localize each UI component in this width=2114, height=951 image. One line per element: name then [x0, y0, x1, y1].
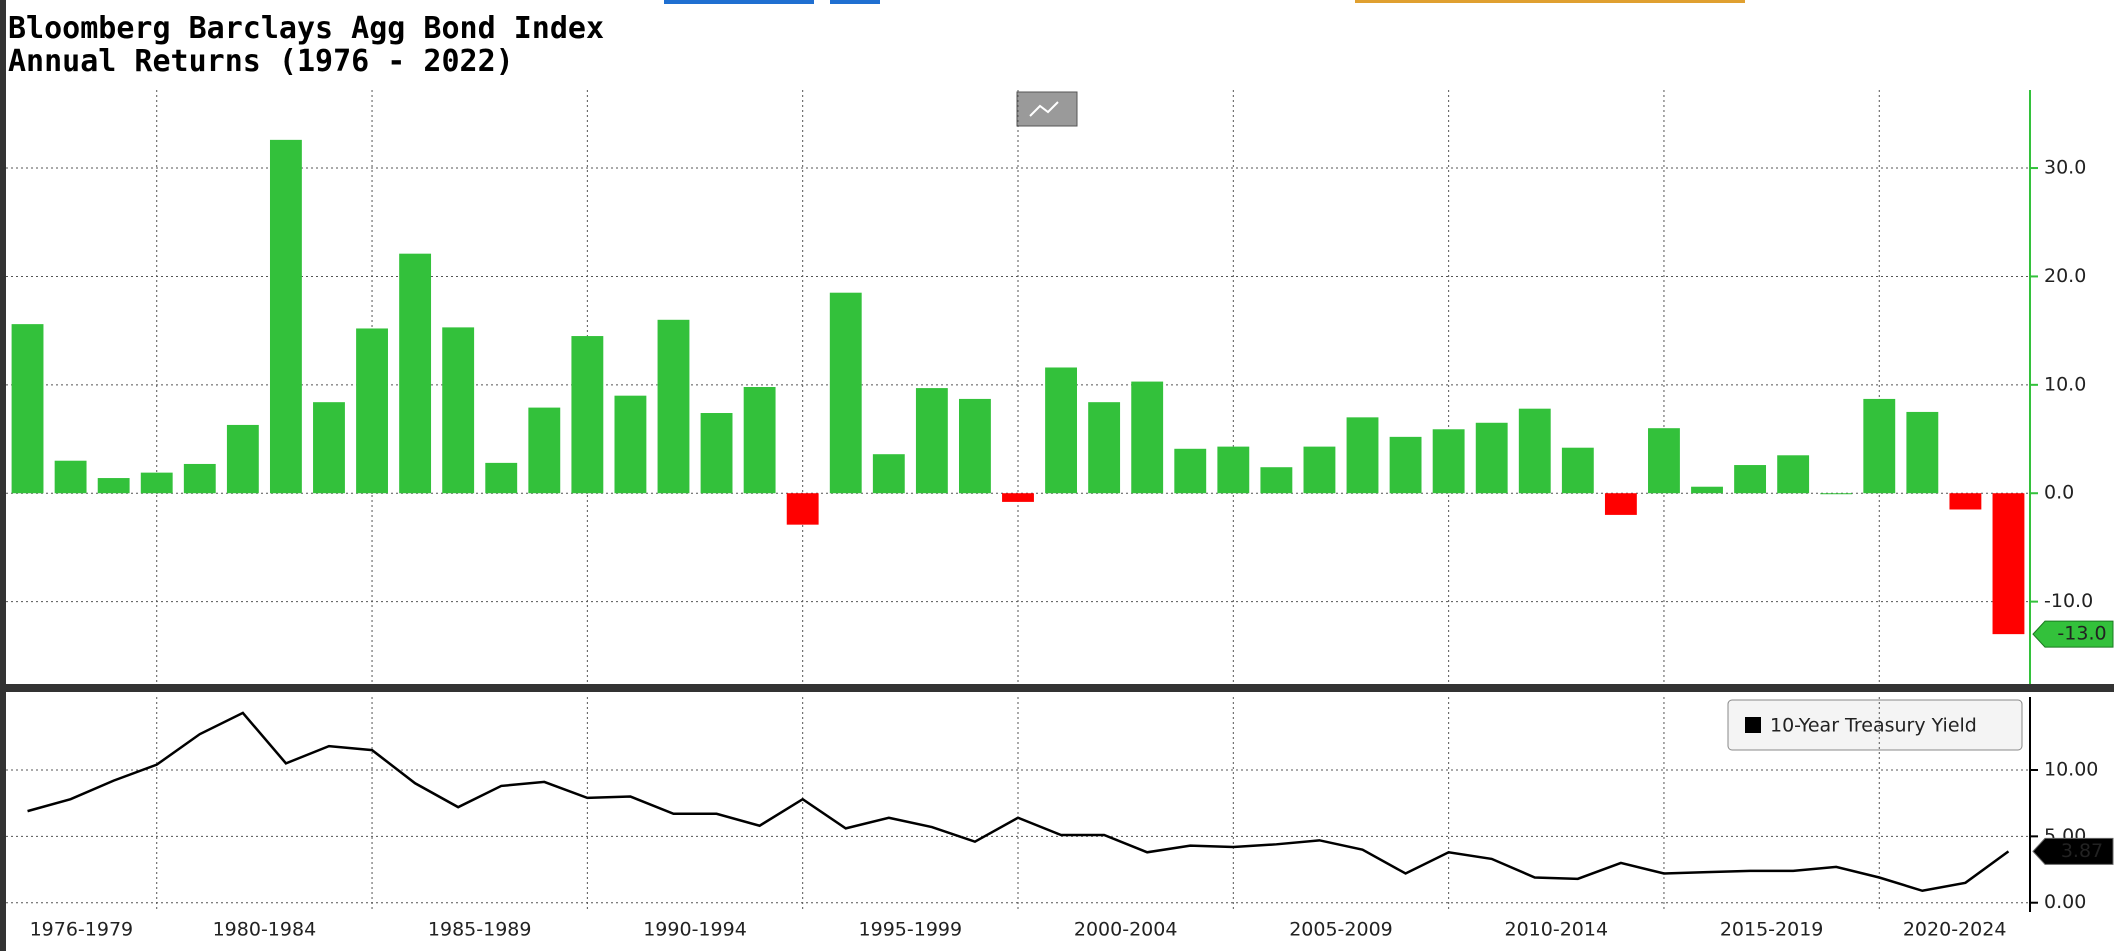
bar [1432, 429, 1465, 494]
y-tick-label: 0.00 [2044, 891, 2086, 913]
bar [1346, 417, 1379, 494]
bar [1820, 493, 1853, 495]
chart-type-button[interactable] [1016, 91, 1078, 127]
y-tick-label: 30.0 [2044, 157, 2086, 179]
bar [700, 413, 733, 494]
top-tab [664, 0, 814, 4]
bar [140, 472, 173, 494]
value-label: 3.87 [2061, 840, 2103, 862]
bar [399, 253, 432, 494]
legend: 10-Year Treasury Yield [1727, 699, 2023, 751]
x-tick-label: 2000-2004 [1074, 919, 1178, 941]
bar [183, 463, 216, 494]
pane-divider [0, 684, 2114, 692]
x-tick-label: 1995-1999 [859, 919, 963, 941]
button-icon [1029, 101, 1059, 117]
bar [1604, 493, 1637, 515]
bar [1863, 398, 1896, 494]
legend-box [1727, 699, 2023, 751]
bar [1518, 408, 1551, 494]
last-value-tag [2032, 620, 2114, 648]
bar [915, 388, 948, 494]
bar [1691, 486, 1723, 494]
bar [356, 328, 388, 494]
bar [657, 319, 690, 494]
value-label: -13.0 [2057, 623, 2106, 645]
bar [1777, 455, 1810, 494]
legend-label: 10-Year Treasury Yield [1770, 715, 1977, 737]
bar [485, 462, 518, 494]
bar [1561, 447, 1594, 494]
bar [614, 395, 647, 494]
y-tick-label: 20.0 [2044, 265, 2086, 287]
x-tick-label: 1976-1979 [30, 919, 134, 941]
y-tick-label: -10.0 [2044, 590, 2093, 612]
x-tick-label: 1980-1984 [213, 919, 317, 941]
bar [829, 292, 862, 494]
line [27, 711, 2010, 893]
legend-swatch [1745, 717, 1761, 733]
bar [1260, 467, 1293, 494]
bar [528, 407, 561, 494]
bar [1992, 493, 2025, 635]
x-tick-label: 1990-1994 [643, 919, 747, 941]
x-tick-label: 2020-2024 [1903, 919, 2007, 941]
frame-left [0, 0, 6, 951]
bar [1949, 493, 1982, 510]
bar [959, 398, 991, 494]
bar [872, 454, 905, 494]
bar [786, 493, 819, 525]
top-tab [830, 0, 880, 4]
y-tick-label: 10.00 [2044, 758, 2098, 780]
y-tick-label: 10.0 [2044, 373, 2086, 395]
bar [1303, 446, 1336, 494]
bar [1131, 381, 1164, 494]
bar [1045, 367, 1077, 494]
chart-subtitle: Annual Returns (1976 - 2022) [8, 44, 514, 79]
bar [1734, 465, 1767, 494]
x-tick-label: 2015-2019 [1720, 919, 1824, 941]
bar [1174, 448, 1207, 494]
bar [1389, 436, 1422, 494]
bar [11, 324, 44, 494]
bar [54, 460, 87, 494]
x-tick-label: 2005-2009 [1289, 919, 1393, 941]
bar [269, 139, 302, 494]
last-value-tag [2032, 837, 2114, 865]
x-tick-label: 2010-2014 [1505, 919, 1609, 941]
bar [1906, 411, 1939, 494]
bar [97, 478, 130, 494]
chart-title: Bloomberg Barclays Agg Bond Index [8, 11, 604, 46]
bar [1088, 402, 1121, 494]
bar [1475, 422, 1508, 494]
bar [442, 327, 475, 494]
bar [571, 336, 604, 494]
bar [1217, 446, 1250, 494]
bar [313, 402, 345, 494]
bar [1648, 428, 1680, 494]
y-tick-label: 0.0 [2044, 482, 2074, 504]
top-tab [1355, 0, 1745, 3]
bar [226, 424, 259, 494]
bar [1002, 493, 1034, 502]
bar [743, 387, 776, 494]
x-tick-label: 1985-1989 [428, 919, 532, 941]
